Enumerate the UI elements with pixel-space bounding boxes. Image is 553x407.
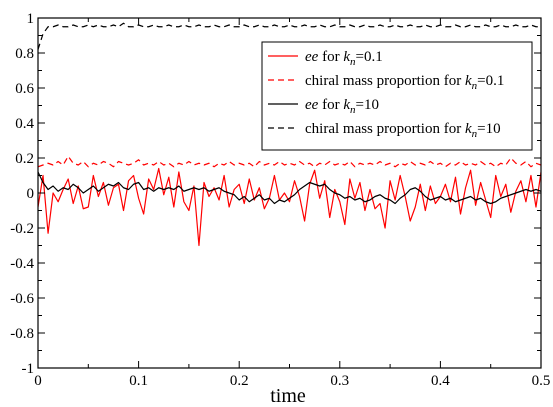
x-tick-label: 0 [34,373,42,389]
y-tick-label: -0.4 [10,256,34,272]
y-tick-label: 0 [27,186,35,202]
y-tick-label: -1 [22,361,35,377]
legend: ee for kn=0.1 chiral mass proportion for … [261,41,533,151]
y-tick-label: -0.8 [10,326,34,342]
y-tick-label: -0.2 [10,221,34,237]
series-layer [38,22,541,247]
legend-box [261,41,533,151]
y-tick-label: 0.6 [15,81,34,97]
x-axis-title: time [270,385,306,407]
legend-label: chiral mass proportion for kn=0.1 [305,73,504,92]
series-line-2 [38,155,541,168]
x-tick-label: 0.1 [129,373,148,389]
y-tick-label: 0.4 [15,116,34,132]
y-tick-label: 1 [27,11,35,27]
series-line-1 [38,167,541,247]
series-line-4 [38,22,541,50]
x-tick-label: 0.3 [330,373,349,389]
y-tick-label: -0.6 [10,291,34,307]
legend-label: ee for kn=0.1 [305,49,383,68]
y-tick-label: 0.8 [15,46,34,62]
series-line-3 [38,171,541,205]
legend-label: chiral mass proportion for kn=10 [305,121,501,140]
x-tick-label: 0.2 [230,373,249,389]
axes-layer: 0 0.1 0.2 0.3 0.4 0.5 -1 -0.8 -0.6 -0.4 -0.2 0 0.2 0.… [10,11,550,389]
y-tick-label: 0.2 [15,151,34,167]
x-tick-label: 0.5 [532,373,551,389]
legend-label: ee for kn=10 [305,97,379,116]
x-tick-label: 0.4 [431,373,450,389]
